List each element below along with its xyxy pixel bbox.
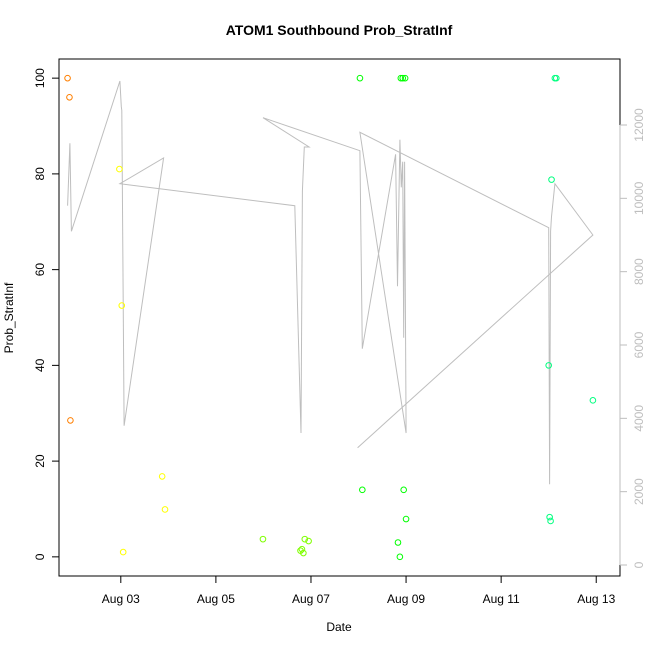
data-point [547,517,554,525]
data-point [546,513,553,521]
left-y-tick-label: 20 [33,454,47,468]
chart-title: ATOM1 Southbound Prob_StratInf [226,22,453,38]
data-point [394,539,402,546]
x-axis: Aug 03 Aug 05 Aug 07 Aug 09 Aug 11 Aug 13 [102,575,616,606]
data-point [116,165,123,173]
data-point [397,74,405,82]
data-point [545,362,552,369]
data-point [396,553,404,561]
data-point [66,93,73,101]
data-point [548,176,555,183]
x-tick-label: Aug 07 [292,592,330,606]
right-y-tick-label: 4000 [632,405,646,432]
data-point [401,74,409,82]
x-tick-label: Aug 11 [483,592,520,606]
left-y-tick-label: 100 [33,68,47,88]
data-point [161,506,169,513]
data-point [64,74,71,82]
secondary-series [67,80,594,485]
left-y-tick-label: 60 [33,263,47,277]
data-point [301,535,309,543]
data-point [259,535,267,543]
data-point [589,397,597,404]
x-tick-label: Aug 09 [387,592,425,606]
data-point [356,74,364,82]
right-y-tick-label: 0 [632,561,646,568]
data-point [119,548,127,556]
data-point [300,549,307,557]
right-y-tick-label: 6000 [632,331,646,358]
plot-area-frame [58,58,621,577]
left-y-tick-label: 0 [33,553,47,560]
x-axis-label: Date [326,620,352,634]
left-y-tick-label: 40 [33,358,47,372]
data-points [64,74,597,561]
data-point [359,486,366,494]
data-point [298,545,306,553]
data-point [118,302,126,309]
data-point [399,74,407,82]
x-tick-label: Aug 13 [577,592,615,606]
left-y-axis: 0 20 40 60 80 100 [33,68,60,560]
y-axis-label: Prob_StratInf [2,282,16,353]
left-y-tick-label: 80 [33,167,47,181]
data-point [552,74,560,82]
x-tick-label: Aug 03 [102,592,140,606]
series-line [67,80,594,485]
x-tick-label: Aug 05 [197,592,235,606]
right-y-tick-label: 8000 [632,258,646,285]
data-point [402,515,410,523]
right-y-tick-label: 12000 [632,108,646,142]
right-y-axis: 0 2000 4000 6000 8000 10000 12000 [619,108,646,568]
data-point [67,417,74,424]
data-point [158,473,166,480]
data-point [400,486,407,494]
right-y-tick-label: 10000 [632,181,646,215]
data-point [305,537,312,545]
right-y-tick-label: 2000 [632,478,646,505]
